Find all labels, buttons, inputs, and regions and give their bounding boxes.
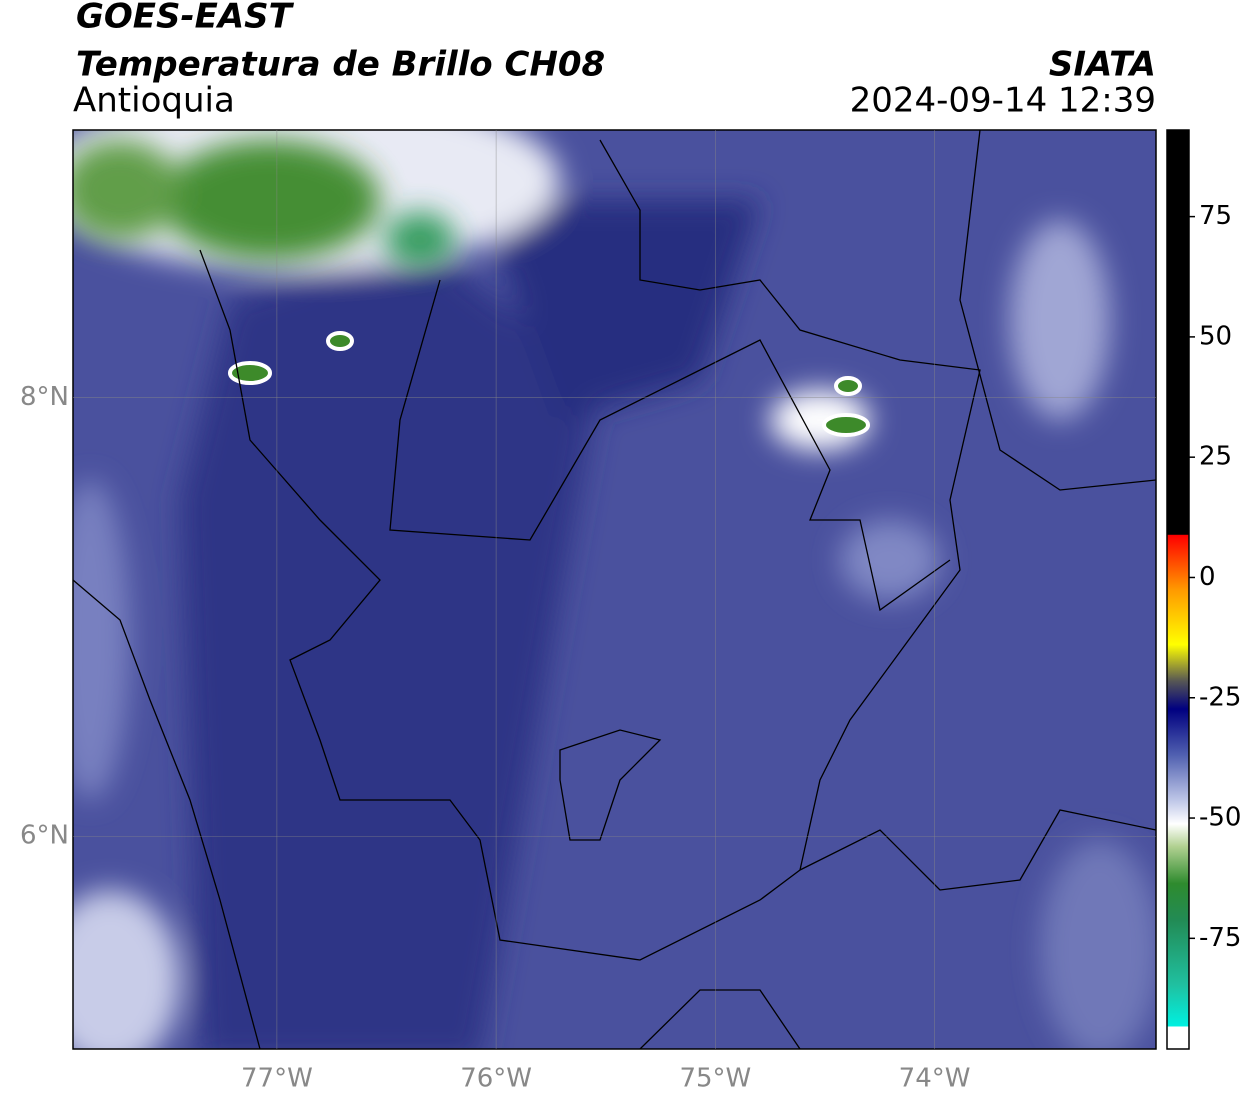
colorbar [1166,129,1190,1050]
colorbar-tick-label: -25 [1199,682,1241,712]
title: GOES-EAST [76,0,295,37]
subtitle: Temperatura de Brillo CH08 [76,45,605,85]
lon-tick-label: 75°W [679,1064,751,1094]
region: Antioquia [73,81,235,121]
satellite-image [73,130,1156,1049]
map-frame [72,129,1157,1050]
colorbar-tick-label: 75 [1199,201,1232,231]
lon-tick-label: 76°W [460,1064,532,1094]
lon-tick-label: 77°W [241,1064,313,1094]
colorbar-tick-label: 50 [1199,321,1232,351]
colorbar-tick-label: 25 [1199,442,1232,472]
colorbar-tick-label: -75 [1199,923,1241,953]
colorbar-tick-label: -50 [1199,803,1241,833]
colorbar-tick-label: 0 [1199,562,1216,592]
lon-tick-label: 74°W [899,1064,971,1094]
lat-tick-label: 8°N [20,382,69,412]
lat-tick-label: 6°N [20,821,69,851]
source: SIATA [1049,45,1156,85]
datetime: 2024-09-14 12:39 [850,81,1156,121]
